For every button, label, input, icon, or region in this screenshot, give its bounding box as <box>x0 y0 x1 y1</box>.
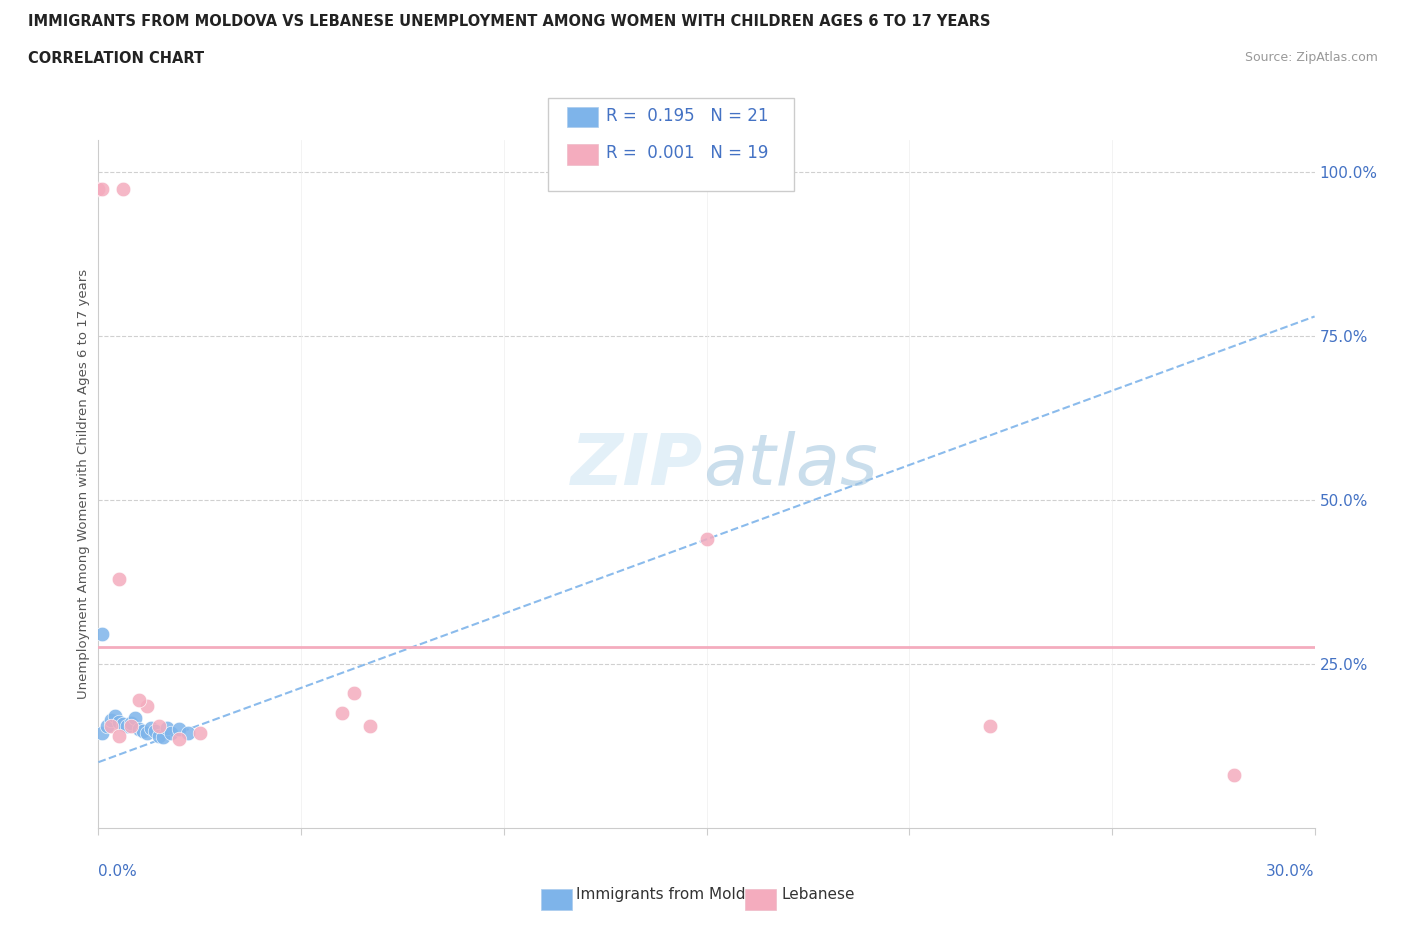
Point <box>91 627 114 642</box>
Point <box>107 714 129 729</box>
Text: Lebanese: Lebanese <box>782 887 855 902</box>
Point <box>115 719 138 734</box>
Point <box>87 181 110 196</box>
Text: R =  0.195   N = 21: R = 0.195 N = 21 <box>606 107 769 125</box>
Point <box>104 709 127 724</box>
Text: 30.0%: 30.0% <box>1267 864 1315 879</box>
Text: CORRELATION CHART: CORRELATION CHART <box>28 51 204 66</box>
Point <box>128 693 150 708</box>
Text: Source: ZipAtlas.com: Source: ZipAtlas.com <box>1244 51 1378 64</box>
Point <box>139 721 162 736</box>
Point <box>124 711 146 725</box>
Text: atlas: atlas <box>703 431 877 499</box>
Point <box>100 712 122 727</box>
Point <box>156 721 179 736</box>
Point <box>91 725 114 740</box>
Point <box>111 717 134 732</box>
Point <box>136 725 159 740</box>
Text: 0.0%: 0.0% <box>98 864 138 879</box>
Text: Immigrants from Moldova: Immigrants from Moldova <box>576 887 773 902</box>
Point <box>87 181 110 196</box>
Point <box>107 571 129 586</box>
Point <box>169 732 191 747</box>
Point <box>1222 768 1244 783</box>
Point <box>176 725 198 740</box>
Point <box>91 181 114 196</box>
Point <box>188 725 211 740</box>
Point <box>148 728 170 743</box>
Point <box>343 686 366 701</box>
Point <box>169 722 191 737</box>
Point <box>160 725 183 740</box>
Point <box>120 719 142 734</box>
Point <box>128 722 150 737</box>
Point <box>111 181 134 196</box>
Point <box>330 706 353 721</box>
Point <box>96 719 118 734</box>
Point <box>132 724 155 738</box>
Point <box>107 728 129 743</box>
Point <box>359 719 381 734</box>
Point <box>100 719 122 734</box>
Point <box>979 719 1001 734</box>
Y-axis label: Unemployment Among Women with Children Ages 6 to 17 years: Unemployment Among Women with Children A… <box>77 269 90 698</box>
Point <box>143 724 166 738</box>
Text: ZIP: ZIP <box>571 431 703 499</box>
Point <box>120 715 142 730</box>
Point <box>148 719 170 734</box>
Text: R =  0.001   N = 19: R = 0.001 N = 19 <box>606 144 768 162</box>
Text: IMMIGRANTS FROM MOLDOVA VS LEBANESE UNEMPLOYMENT AMONG WOMEN WITH CHILDREN AGES : IMMIGRANTS FROM MOLDOVA VS LEBANESE UNEM… <box>28 14 991 29</box>
Point <box>696 532 718 547</box>
Point <box>152 730 174 745</box>
Point <box>136 699 159 714</box>
